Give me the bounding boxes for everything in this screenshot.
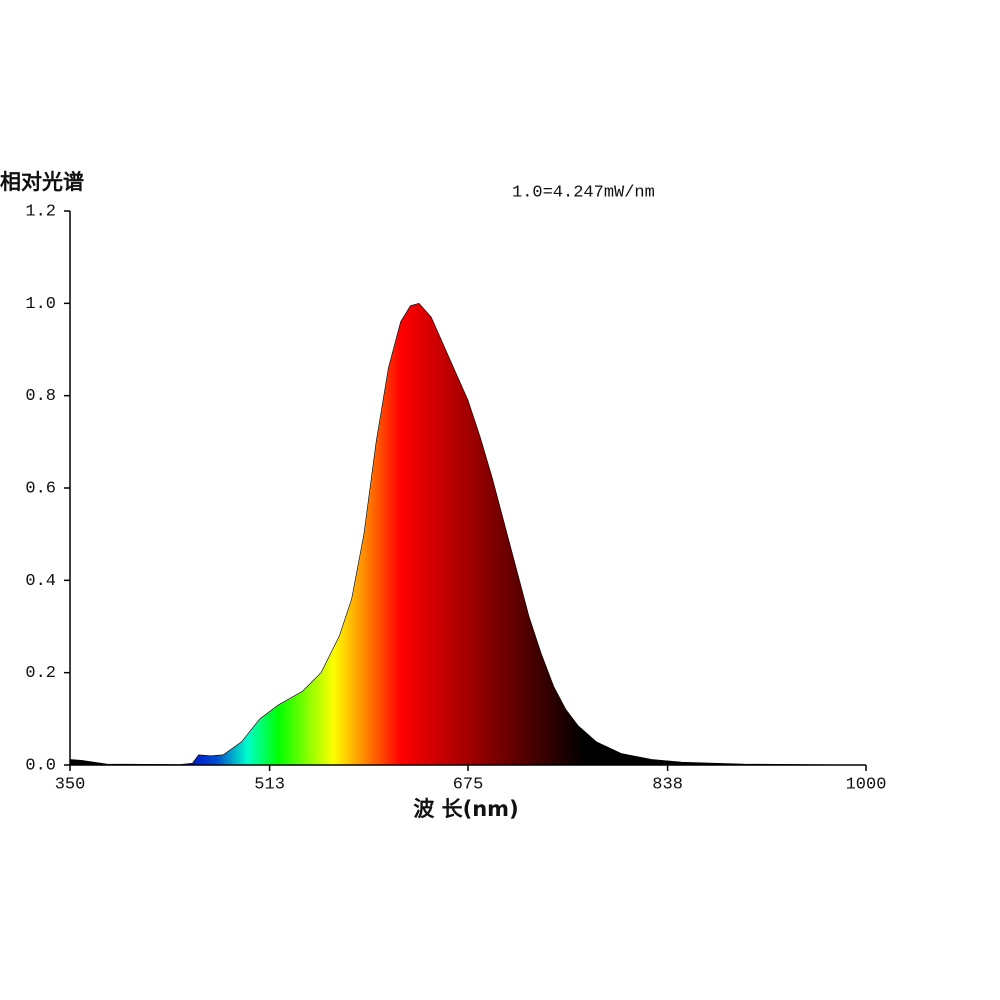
- y-tick-label: 1.0: [25, 295, 56, 314]
- x-tick-label: 838: [652, 775, 683, 794]
- x-tick-label: 675: [453, 775, 484, 794]
- y-axis-label: 相对光谱: [0, 170, 84, 194]
- y-tick-label: 0.4: [25, 572, 56, 591]
- y-tick-label: 0.6: [25, 479, 56, 498]
- y-tick-label: 0.0: [25, 756, 56, 775]
- x-tick-label: 513: [254, 775, 285, 794]
- x-axis-label: 波 长(nm): [413, 797, 518, 821]
- x-tick-label: 1000: [846, 775, 887, 794]
- y-tick-label: 1.2: [25, 202, 56, 221]
- x-tick-label: 350: [55, 775, 86, 794]
- annotation: 1.0=4.247mW/nm: [512, 183, 655, 202]
- y-tick-label: 0.2: [25, 664, 56, 683]
- y-tick-label: 0.8: [25, 387, 56, 406]
- spectrum-area: [69, 302, 867, 766]
